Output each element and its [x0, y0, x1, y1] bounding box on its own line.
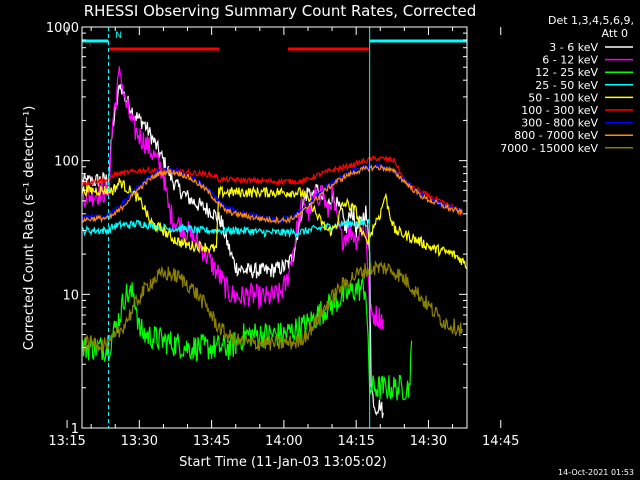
series-line-8 — [81, 260, 463, 353]
legend-header-detectors: Det 1,3,4,5,6,9, — [548, 14, 634, 27]
series-line-3 — [81, 218, 371, 239]
series-line-7 — [81, 163, 463, 225]
y-axis-label: Corrected Count Rate (s⁻¹ detector⁻¹) — [22, 106, 37, 351]
y-tick-label-1: 10 — [62, 288, 79, 303]
legend-label-0: 3 - 6 keV — [549, 41, 598, 54]
plot-frame — [81, 26, 468, 429]
x-tick-label-4: 14:15 — [337, 434, 374, 449]
legend-label-8: 7000 - 15000 keV — [500, 142, 598, 155]
legend-label-1: 6 - 12 keV — [542, 54, 598, 67]
chart-title: RHESSI Observing Summary Count Rates, Co… — [84, 2, 477, 20]
legend-header-attenuator: Att 0 — [602, 27, 628, 40]
legend-label-4: 50 - 100 keV — [528, 91, 598, 104]
x-tick-label-3: 14:00 — [265, 434, 302, 449]
series-line-2 — [81, 276, 413, 401]
legend-label-3: 25 - 50 keV — [535, 79, 598, 92]
x-tick-label-6: 14:45 — [482, 434, 519, 449]
flag-label-N: N — [115, 31, 122, 41]
series-line-4 — [81, 177, 468, 270]
y-tick-label-2: 100 — [54, 155, 79, 170]
axis-ticks: 13:15 13:30 13:45 14:00 14:15 14:30 14:45 1 10 10… — [46, 21, 520, 449]
y-tick-label-0: 1 — [71, 422, 79, 437]
series-line-1 — [81, 66, 384, 330]
x-tick-label-1: 13:30 — [121, 434, 158, 449]
legend-label-2: 12 - 25 keV — [535, 66, 598, 79]
y-tick-label-3: 1000 — [46, 21, 79, 36]
x-tick-label-2: 13:45 — [193, 434, 230, 449]
x-tick-label-5: 14:30 — [410, 434, 447, 449]
x-tick-label-0: 13:15 — [48, 434, 85, 449]
legend-label-7: 800 - 7000 keV — [514, 129, 598, 142]
x-axis-label: Start Time (11-Jan-03 13:05:02) — [179, 455, 387, 470]
plot-series — [81, 66, 468, 418]
footer-timestamp: 14-Oct-2021 01:53 — [558, 468, 634, 477]
flag-label-F: F — [89, 39, 94, 49]
legend-label-6: 300 - 800 keV — [521, 117, 598, 130]
series-line-5 — [81, 154, 463, 216]
legend-label-5: 100 - 300 keV — [521, 104, 598, 117]
